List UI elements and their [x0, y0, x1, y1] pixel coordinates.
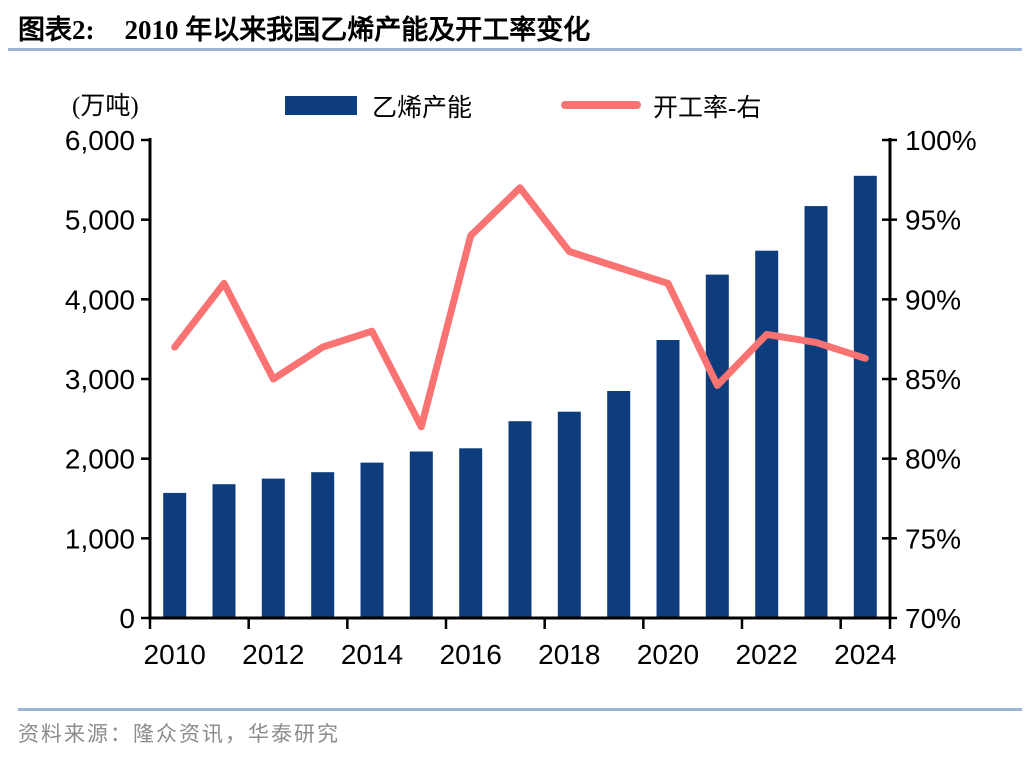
left-axis-unit-label: (万吨): [72, 93, 139, 120]
capacity-bar-2011: [212, 484, 236, 618]
y-axis-right-label: 75%: [905, 523, 961, 554]
capacity-bar-2024: [853, 175, 877, 619]
capacity-bar-2020: [656, 340, 680, 618]
x-axis-label: 2014: [341, 639, 403, 670]
utilization-line: [171, 184, 869, 431]
capacity-bar-2017: [508, 421, 532, 618]
y-axis-left-label: 6,000: [65, 125, 135, 156]
capacity-bar-2019: [607, 391, 631, 618]
x-axis-label: 2018: [538, 639, 600, 670]
capacity-bar-2010: [163, 492, 187, 618]
x-axis-label: 2010: [144, 639, 206, 670]
figure-label: 图表2:: [18, 15, 95, 45]
y-axis-right-label: 100%: [905, 125, 977, 156]
y-axis-left-label: 0: [119, 603, 135, 634]
capacity-bar-2021: [705, 274, 729, 618]
y-axis-right-label: 90%: [905, 284, 961, 315]
y-axis-left-label: 3,000: [65, 364, 135, 395]
y-axis-left-label: 5,000: [65, 205, 135, 236]
x-axis-label: 2020: [637, 639, 699, 670]
capacity-bar-2012: [261, 478, 285, 618]
x-axis-label: 2012: [242, 639, 304, 670]
capacity-bar-2018: [557, 411, 581, 618]
y-axis-right-label: 85%: [905, 364, 961, 395]
capacity-bar-2023: [804, 206, 828, 618]
capacity-bar-2015: [409, 451, 433, 618]
y-axis-left-label: 2,000: [65, 444, 135, 475]
y-axis-left-label: 1,000: [65, 523, 135, 554]
source-note: 资料来源：隆众资讯，华泰研究: [18, 722, 340, 746]
x-axis-label: 2024: [834, 639, 896, 670]
y-axis-right-label: 70%: [905, 603, 961, 634]
y-axis-right-label: 95%: [905, 205, 961, 236]
x-axis-label: 2022: [736, 639, 798, 670]
capacity-bar-2022: [755, 250, 779, 618]
capacity-bar-2014: [360, 462, 384, 618]
footer-divider: [18, 708, 1022, 711]
figure-title: 2010 年以来我国乙烯产能及开工率变化: [124, 15, 591, 45]
y-axis-right-label: 80%: [905, 444, 961, 475]
x-axis-label: 2016: [440, 639, 502, 670]
capacity-bar-2016: [459, 448, 483, 618]
y-axis-left-label: 4,000: [65, 284, 135, 315]
capacity-bar-2013: [311, 472, 335, 618]
title-divider: [8, 48, 1022, 51]
figure-header: 图表2: 2010 年以来我国乙烯产能及开工率变化: [18, 8, 590, 47]
